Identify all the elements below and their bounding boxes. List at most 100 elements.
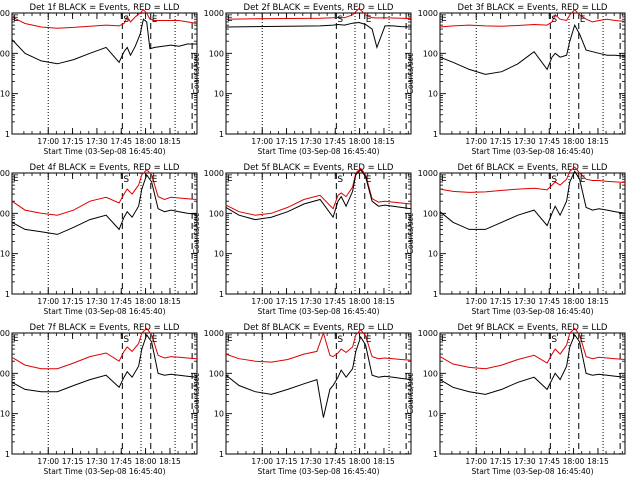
x-tick-label: 17:30 [514, 457, 536, 466]
y-tick-label: 10 [428, 90, 438, 99]
x-tick-label: 17:00 [465, 297, 487, 306]
y-tick-label: 1 [5, 130, 10, 139]
series-lld [11, 9, 198, 29]
x-tick-label: 17:15 [490, 137, 512, 146]
x-axis-label: Start Time (03-Sep-08 16:45:40) [258, 467, 380, 476]
marker-e-left: E [227, 174, 233, 184]
y-tick-label: 1000 [0, 329, 10, 338]
x-tick-label: 17:15 [62, 457, 84, 466]
series-events [439, 23, 626, 75]
series-lld [225, 7, 412, 20]
plot-frame [11, 332, 198, 455]
x-axis-label: Start Time (03-Sep-08 16:45:40) [44, 307, 166, 316]
y-tick-label: 1 [5, 290, 10, 299]
y-tick-label: 1 [219, 130, 224, 139]
marker-e-left: E [227, 334, 233, 344]
detector-panel-5: Det 5f BLACK = Events, RED = LLD 1 10 100 10… [192, 163, 412, 316]
y-tick-label: 1000 [204, 9, 224, 18]
x-tick-label: 17:30 [86, 137, 108, 146]
marker-e-right: E [580, 175, 586, 185]
x-tick-label: 18:15 [159, 137, 181, 146]
panel-title: Det 4f BLACK = Events, RED = LLD [30, 163, 180, 173]
y-tick-label: 1000 [0, 169, 10, 178]
y-tick-label: 1 [5, 450, 10, 459]
x-tick-label: 17:45 [324, 457, 346, 466]
plot-frame [11, 172, 198, 295]
x-tick-label: 17:15 [276, 297, 298, 306]
series-events [11, 173, 198, 235]
y-axis-label: Counts/sec [406, 53, 415, 94]
marker-e-left: E [13, 174, 19, 184]
marker-e-left: E [441, 14, 447, 24]
marker-s: S [551, 335, 557, 345]
x-tick-label: 18:00 [135, 137, 157, 146]
series-lld [225, 329, 412, 363]
x-tick-label: 17:45 [110, 297, 132, 306]
y-tick-label: 100 [423, 209, 438, 218]
x-axis-label: Start Time (03-Sep-08 16:45:40) [258, 307, 380, 316]
x-tick-label: 18:00 [135, 457, 157, 466]
x-tick-label: 18:15 [373, 297, 395, 306]
plot-frame [439, 332, 626, 455]
panel-title: Det 8f BLACK = Events, RED = LLD [244, 323, 394, 333]
x-tick-label: 18:00 [349, 457, 371, 466]
marker-s: S [123, 335, 129, 345]
panel-title: Det 1f BLACK = Events, RED = LLD [30, 3, 180, 13]
y-tick-label: 10 [0, 250, 10, 259]
y-tick-label: 10 [214, 90, 224, 99]
y-tick-label: 1000 [418, 329, 438, 338]
marker-e-right: E [152, 175, 158, 185]
series-events [439, 170, 626, 230]
x-tick-label: 17:00 [37, 137, 59, 146]
panel-title: Det 3f BLACK = Events, RED = LLD [458, 3, 608, 13]
y-axis-label: Counts/sec [192, 53, 201, 94]
marker-e-left: E [227, 14, 233, 24]
x-tick-label: 17:00 [465, 137, 487, 146]
x-tick-label: 17:15 [490, 297, 512, 306]
x-tick-label: 17:45 [110, 137, 132, 146]
x-tick-label: 17:15 [276, 137, 298, 146]
series-events [11, 18, 197, 65]
y-tick-label: 100 [209, 209, 224, 218]
series-lld [225, 167, 412, 216]
y-tick-label: 100 [0, 49, 10, 58]
x-tick-label: 18:00 [349, 137, 371, 146]
y-tick-label: 1000 [418, 169, 438, 178]
x-tick-label: 18:15 [373, 457, 395, 466]
series-events [225, 21, 412, 50]
y-tick-label: 1000 [418, 9, 438, 18]
y-tick-label: 1000 [204, 169, 224, 178]
series-lld [439, 9, 626, 28]
marker-e-right: E [366, 15, 372, 25]
plot-frame [225, 172, 412, 295]
marker-e-left: E [441, 334, 447, 344]
y-tick-label: 1 [219, 290, 224, 299]
y-axis-label: Counts/sec [192, 373, 201, 414]
x-tick-label: 17:00 [251, 457, 273, 466]
panel-title: Det 7f BLACK = Events, RED = LLD [30, 323, 180, 333]
y-tick-label: 100 [0, 369, 10, 378]
plot-frame [225, 12, 412, 135]
x-tick-label: 17:00 [37, 297, 59, 306]
marker-e-left: E [13, 334, 19, 344]
marker-s: S [337, 335, 343, 345]
x-tick-label: 18:15 [587, 297, 609, 306]
x-tick-label: 18:00 [563, 457, 585, 466]
y-tick-label: 1 [219, 450, 224, 459]
x-tick-label: 17:30 [300, 137, 322, 146]
y-tick-label: 10 [428, 410, 438, 419]
marker-e-left: E [13, 14, 19, 24]
panel-title: Det 6f BLACK = Events, RED = LLD [458, 163, 608, 173]
y-tick-label: 1 [433, 450, 438, 459]
marker-e-left: E [441, 174, 447, 184]
x-tick-label: 17:30 [300, 457, 322, 466]
x-tick-label: 17:00 [37, 457, 59, 466]
y-tick-label: 10 [0, 410, 10, 419]
y-axis-label: Counts/sec [192, 213, 201, 254]
y-tick-label: 100 [423, 369, 438, 378]
marker-e-right: E [580, 335, 586, 345]
x-tick-label: 17:45 [110, 457, 132, 466]
x-tick-label: 17:15 [62, 137, 84, 146]
marker-s: S [551, 15, 557, 25]
series-lld [439, 327, 626, 370]
